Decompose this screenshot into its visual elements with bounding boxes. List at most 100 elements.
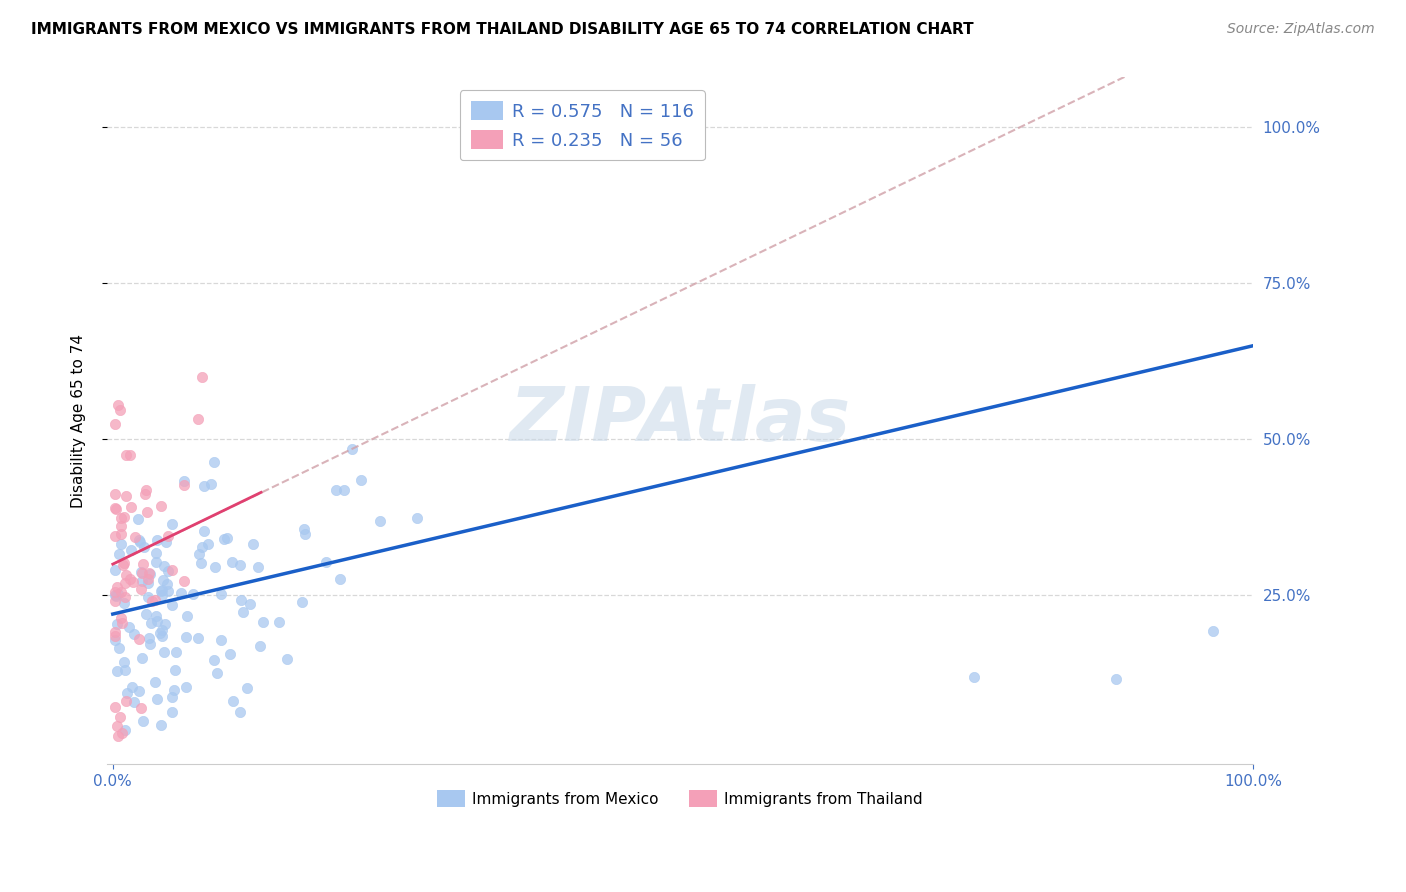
Point (221, 555, 243, 569)
Point (350, 474, 373, 488)
Point (157, 529, 180, 543)
Point (190, 556, 212, 570)
Point (110, 527, 132, 541)
Point (218, 647, 240, 661)
Point (209, 587, 232, 601)
Point (187, 547, 209, 561)
Point (107, 398, 129, 412)
Point (160, 563, 183, 577)
Point (157, 584, 180, 599)
Point (291, 595, 314, 609)
Text: IMMIGRANTS FROM MEXICO VS IMMIGRANTS FROM THAILAND DISABILITY AGE 65 TO 74 CORRE: IMMIGRANTS FROM MEXICO VS IMMIGRANTS FRO… (31, 22, 973, 37)
Point (105, 664, 128, 678)
Point (174, 630, 197, 644)
Point (124, 530, 146, 544)
Point (252, 615, 274, 629)
Point (111, 616, 134, 631)
Point (962, 670, 984, 684)
Point (114, 575, 136, 590)
Point (173, 474, 195, 488)
Point (134, 487, 156, 501)
Point (139, 615, 162, 630)
Point (152, 623, 174, 637)
Point (108, 402, 131, 417)
Point (191, 541, 214, 555)
Point (152, 558, 174, 573)
Point (173, 478, 195, 492)
Point (115, 567, 138, 582)
Point (190, 370, 212, 384)
Point (127, 512, 149, 526)
Point (187, 632, 209, 646)
Point (239, 597, 262, 611)
Point (135, 483, 157, 497)
Point (145, 546, 167, 560)
Point (1105, 672, 1128, 686)
Point (156, 576, 179, 591)
Point (152, 583, 174, 598)
Point (187, 412, 209, 426)
Point (160, 517, 183, 532)
Point (157, 564, 180, 578)
Point (176, 609, 198, 624)
Point (222, 694, 245, 708)
Point (160, 690, 183, 705)
Point (118, 448, 141, 462)
Point (181, 587, 204, 601)
Point (146, 533, 169, 548)
Point (333, 483, 356, 498)
Point (169, 585, 191, 599)
Point (121, 680, 143, 694)
Point (368, 515, 391, 529)
Point (163, 682, 186, 697)
Point (174, 680, 197, 694)
Point (292, 522, 315, 536)
Point (129, 534, 152, 549)
Point (104, 584, 127, 599)
Point (114, 723, 136, 738)
Point (115, 489, 138, 503)
Point (146, 692, 169, 706)
Point (122, 626, 145, 640)
Point (315, 555, 337, 569)
Point (160, 705, 183, 719)
Point (138, 631, 160, 645)
Point (215, 531, 238, 545)
Point (153, 645, 176, 659)
Point (104, 529, 127, 543)
Point (202, 454, 225, 468)
Point (114, 663, 136, 677)
Point (132, 540, 155, 554)
Point (141, 593, 163, 607)
Point (165, 645, 187, 659)
Point (111, 725, 134, 739)
Point (247, 559, 270, 574)
Point (145, 556, 167, 570)
Point (105, 589, 128, 603)
Point (235, 681, 257, 695)
Point (104, 633, 127, 648)
Point (112, 510, 135, 524)
Point (153, 617, 176, 632)
Point (107, 580, 129, 594)
Point (122, 696, 145, 710)
Point (149, 584, 172, 599)
Point (112, 556, 135, 570)
Point (242, 537, 264, 551)
Point (149, 625, 172, 640)
Point (139, 637, 162, 651)
Point (340, 442, 363, 456)
Point (152, 573, 174, 587)
Point (212, 533, 235, 547)
Point (193, 478, 215, 492)
Point (135, 505, 157, 519)
Point (136, 572, 159, 586)
Point (131, 566, 153, 581)
Point (110, 611, 132, 625)
Point (110, 519, 132, 533)
Point (107, 587, 129, 601)
Point (110, 585, 132, 599)
Point (107, 729, 129, 743)
Point (229, 558, 252, 573)
Point (128, 632, 150, 647)
